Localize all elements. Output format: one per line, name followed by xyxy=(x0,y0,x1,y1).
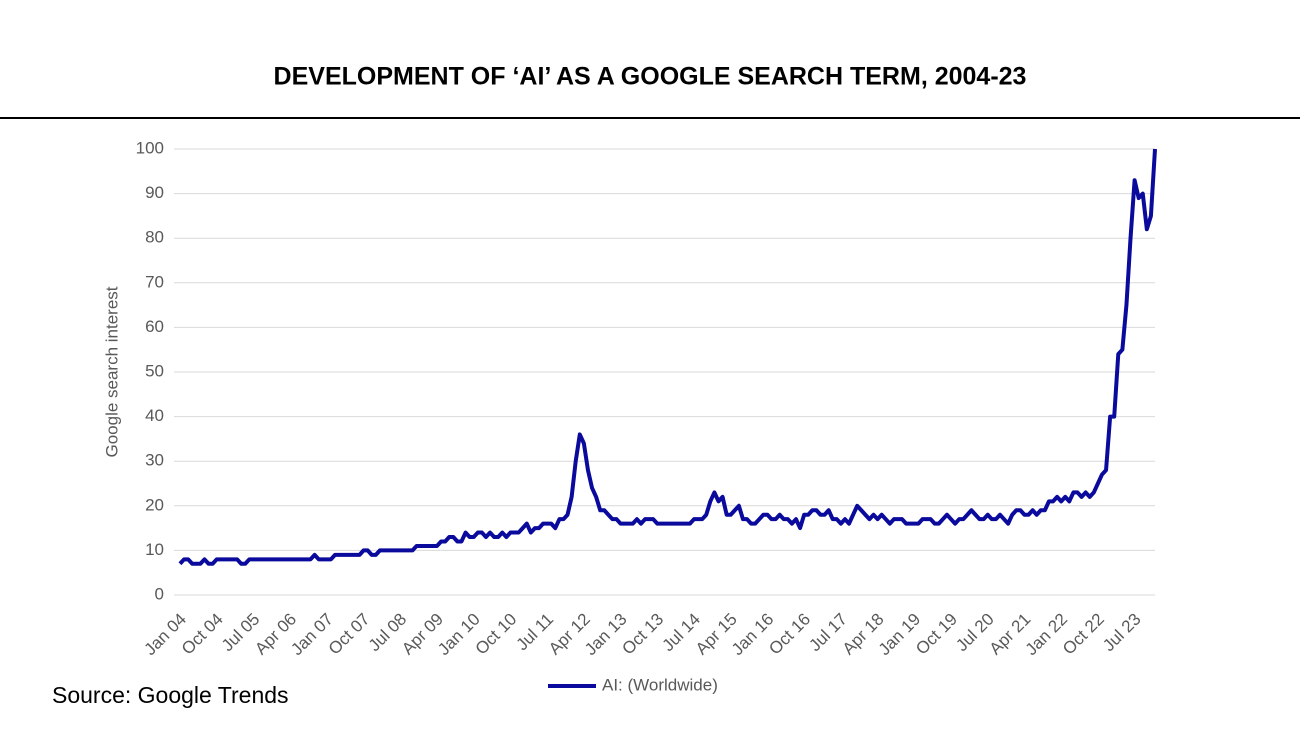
chart-title: DEVELOPMENT OF ‘AI’ AS A GOOGLE SEARCH T… xyxy=(274,63,1027,91)
x-tick-label: Oct 22 xyxy=(1059,610,1108,659)
x-tick-label: Jan 10 xyxy=(434,610,484,660)
y-tick-label: 40 xyxy=(145,406,164,425)
y-tick-label: 50 xyxy=(145,361,164,380)
source: Source: Google Trends xyxy=(52,682,289,708)
x-tick-label: Oct 04 xyxy=(178,610,227,659)
y-tick-label: 20 xyxy=(145,495,164,514)
x-tick-label: Jan 16 xyxy=(728,610,778,660)
y-tick-label: 70 xyxy=(145,272,164,291)
x-tick-label: Jan 04 xyxy=(140,610,190,660)
y-tick-label: 30 xyxy=(145,451,164,470)
x-tick-label: Oct 13 xyxy=(618,610,667,659)
y-tick-label: 100 xyxy=(136,138,164,157)
y-tick-label: 10 xyxy=(145,540,164,559)
x-tick-label: Jan 13 xyxy=(581,610,631,660)
y-tick-label: 0 xyxy=(155,584,164,603)
x-tick-label: Jan 07 xyxy=(287,610,337,660)
x-tick-label: Oct 07 xyxy=(325,610,374,659)
x-tick-label: Jul 23 xyxy=(1099,610,1145,656)
x-tick-label: Oct 10 xyxy=(472,610,521,659)
x-tick-label: Jan 19 xyxy=(875,610,925,660)
line xyxy=(178,148,1157,566)
y-tick-label: 90 xyxy=(145,183,164,202)
y-tick-label: 80 xyxy=(145,228,164,247)
legend-label: AI: (Worldwide) xyxy=(602,675,718,694)
y-axis-label: Google search interest xyxy=(102,286,121,457)
x-tick-label: Oct 16 xyxy=(765,610,814,659)
x-tick-label: Oct 19 xyxy=(912,610,961,659)
y-tick-label: 60 xyxy=(145,317,164,336)
x-tick-label: Jan 22 xyxy=(1022,610,1072,660)
